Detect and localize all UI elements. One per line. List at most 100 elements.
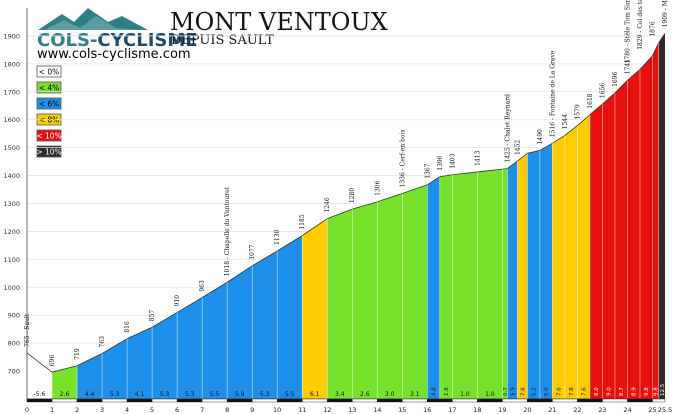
km-ruler-block [176, 398, 203, 403]
km-ruler-block [101, 398, 128, 403]
y-tick-label: 1600 [3, 116, 20, 124]
x-tick-label: 0 [25, 406, 29, 414]
grade-label: 5.5 [285, 391, 295, 398]
y-tick-labels: 700 800 900 1000 1100 1200 1300 1400 1500 1600 170… [3, 32, 20, 375]
grade-label: 7.8 [569, 387, 575, 396]
profile-segment [127, 327, 153, 399]
y-tick-label: 1200 [3, 228, 20, 236]
elevation-label: 1656 [599, 83, 606, 98]
x-tick-label: 6 [175, 406, 179, 414]
legend-swatch [36, 145, 62, 158]
profile-segment [539, 143, 553, 399]
x-tick-label: 14 [373, 406, 381, 414]
profile-segment [252, 250, 278, 399]
x-tick-label: 19 [498, 406, 506, 414]
profile-segment [402, 184, 428, 399]
elevation-label: 963 [199, 280, 206, 292]
km-ruler-block [527, 398, 553, 403]
elevation-label: 1396 [437, 155, 444, 170]
profile-segment [302, 218, 328, 399]
profile-segment [527, 150, 540, 399]
grade-label: 6.1 [310, 391, 320, 398]
elevation-labels: 696 719 763 816 857 910 963 1077 1130 1185 1246 128… [49, 21, 656, 366]
page-title: MONT VENTOUX [170, 8, 388, 36]
legend-swatch [36, 81, 62, 94]
grade-label: 7.6 [582, 387, 588, 396]
profile-segment [658, 33, 665, 399]
profile-segment [327, 209, 353, 399]
x-tick-label: 12 [323, 406, 331, 414]
x-tick-label: 16 [423, 406, 431, 414]
profile-segment [77, 353, 103, 399]
x-tick-label: 9 [250, 406, 254, 414]
grade-label: 1.8 [444, 387, 450, 396]
logo-text-a: COLS- [37, 30, 97, 51]
grade-label: 9.0 [607, 387, 613, 396]
elevation-label: 1367 [424, 163, 431, 178]
profile-segment [564, 125, 578, 399]
profile-segment [177, 297, 203, 399]
page-subtitle: DEPUIS SAULT [171, 33, 274, 48]
place-label: 1425 - Chalet Reynard [504, 94, 511, 163]
elevation-label: 816 [124, 321, 131, 333]
logo-text-b: CYCLISME [97, 30, 197, 51]
grade-label: 5.0 [544, 387, 550, 396]
elevation-label: 1077 [249, 244, 256, 259]
profile-segment [227, 265, 253, 399]
grade-label: 7.6 [557, 387, 563, 396]
km-ruler-block [126, 398, 153, 403]
place-label: 1516 - Fontaine de La Grave [549, 50, 556, 137]
x-tick-label: 20 [523, 406, 531, 414]
km-ruler-block [577, 398, 603, 403]
grade-label: 8.9 [632, 387, 638, 396]
km-ruler-block [352, 398, 378, 403]
grade-label: 7.6 [520, 387, 526, 396]
profile-segment [602, 92, 615, 399]
header: COLS-CYCLISME www.cols-cyclisme.com MONT… [37, 8, 388, 62]
grade-label: 5.3 [185, 391, 195, 398]
profile-segment [377, 193, 403, 399]
elevation-label: 1452 [514, 140, 521, 155]
logo-text: COLS-CYCLISME [37, 30, 198, 51]
elevation-label: 1876 [649, 21, 656, 36]
profile-segment [652, 42, 659, 399]
elevation-label: 696 [49, 355, 56, 367]
y-tick-label: 1900 [3, 32, 20, 40]
elevation-label: 1618 [587, 93, 594, 108]
km-ruler-block [26, 398, 53, 403]
km-ruler-block [201, 398, 228, 403]
profile-segment [627, 69, 640, 399]
legend-label: < 10% [36, 132, 61, 141]
y-tick-label: 1500 [3, 144, 20, 152]
grade-label: 2.6 [360, 391, 370, 398]
x-tick-label: 2 [75, 406, 79, 414]
elevation-label: 1544 [562, 114, 569, 129]
elevation-label: 1130 [274, 230, 281, 245]
x-tick-label: 23 [598, 406, 606, 414]
place-label: 765 - Sault [24, 313, 31, 347]
grade-label: 5.3 [110, 391, 120, 398]
grade-label: 1.0 [460, 391, 470, 398]
profile-segment [427, 176, 440, 399]
profile-segment [507, 161, 518, 399]
x-tick-labels: 0 1 2 3 4 5 6 7 8 9 10 11 12 13 14 15 16 17 18 19 20 21 22 23 24… [25, 406, 672, 414]
elevation-label: 1696 [612, 71, 619, 86]
km-ruler-block [652, 398, 666, 403]
x-tick-label: 17 [448, 406, 456, 414]
grade-labels: -5.6 2.6 4.4 5.3 4.1 5.3 5.3 5.5 5.9 5.3 5.5 6.1 3.4… [34, 383, 666, 398]
x-tick-label: 1 [50, 406, 54, 414]
grade-label: 8.0 [594, 387, 600, 396]
x-tick-label: 3 [100, 406, 104, 414]
profile-segment [452, 171, 478, 399]
x-tick-label: 10 [273, 406, 281, 414]
x-tick-label: 25 [648, 406, 656, 414]
grade-label: 5.3 [160, 391, 170, 398]
place-label: 1829 - Col des tempêtes [637, 0, 644, 50]
km-ruler-block [276, 398, 303, 403]
profile-outline [26, 33, 666, 373]
place-label: 1780 - Stèle Tom Simpson [624, 0, 631, 63]
grade-label: 3.4 [335, 391, 345, 398]
km-ruler-block [502, 398, 528, 403]
legend-label: < 6% [39, 100, 60, 109]
